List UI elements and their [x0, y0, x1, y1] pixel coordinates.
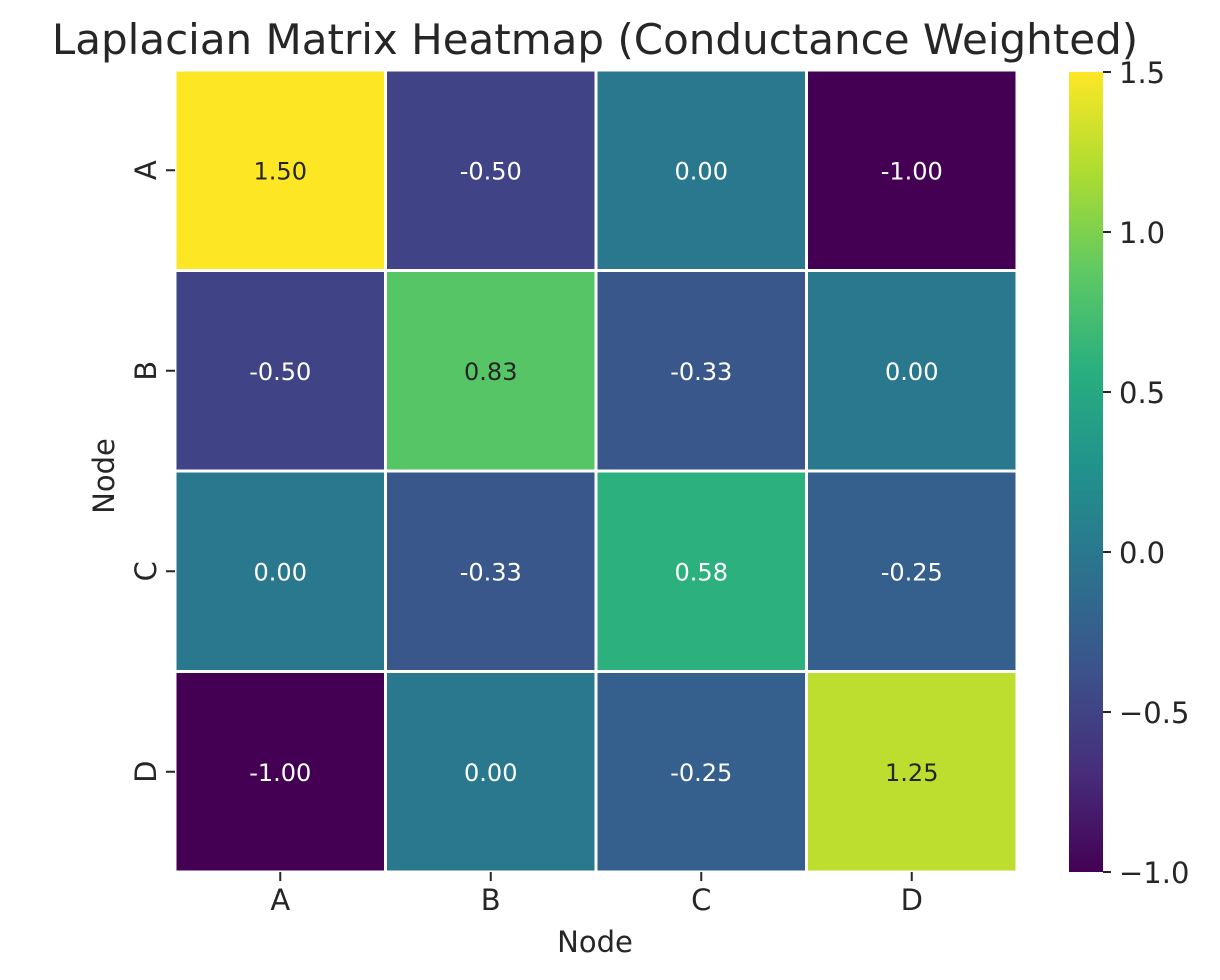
cell-value-CC: 0.58 [675, 558, 728, 586]
heatmap-cell-BB [384, 269, 598, 473]
heatmap-cell-AC [594, 68, 808, 272]
y-tick-label-B: B [129, 361, 163, 381]
cell-value-BA: -0.50 [249, 358, 311, 386]
colorbar-tick-label: −1.0 [1119, 856, 1189, 890]
cell-value-CD: -0.25 [881, 558, 943, 586]
cell-value-AA: 1.50 [254, 157, 307, 185]
y-axis-ticks: A B C D [129, 160, 175, 783]
cell-value-BC: -0.33 [670, 358, 732, 386]
chart-title: Laplacian Matrix Heatmap (Conductance We… [52, 15, 1138, 64]
cell-value-DD: 1.25 [885, 759, 938, 787]
heatmap-cell-DD [805, 670, 1019, 874]
x-tick-label-C: C [691, 883, 711, 917]
heatmap-cell-AA [173, 68, 387, 272]
heatmap-cell-AB [384, 68, 598, 272]
y-axis-label: Node [87, 438, 121, 514]
cell-value-DB: 0.00 [464, 759, 517, 787]
cell-value-CB: -0.33 [460, 558, 522, 586]
cell-value-DC: -0.25 [670, 759, 732, 787]
colorbar-tick-label: 0.0 [1119, 536, 1165, 570]
heatmap-cells [173, 68, 1019, 874]
heatmap-cell-BD [805, 269, 1019, 473]
heatmap-cell-CB [384, 469, 598, 673]
colorbar-tick-label: −0.5 [1119, 696, 1189, 730]
heatmap-cell-DB [384, 670, 598, 874]
cell-value-AC: 0.00 [675, 157, 728, 185]
colorbar [1069, 72, 1103, 872]
cell-value-CA: 0.00 [254, 558, 307, 586]
cell-value-AB: -0.50 [460, 157, 522, 185]
x-tick-label-B: B [481, 883, 501, 917]
y-tick-label-A: A [129, 160, 163, 180]
x-tick-label-D: D [901, 883, 923, 917]
colorbar-tick-label: 1.0 [1119, 216, 1165, 250]
colorbar-tick-label: 0.5 [1119, 376, 1165, 410]
x-axis-ticks: A B C D [270, 872, 923, 917]
x-axis-label: Node [557, 925, 633, 959]
cell-annotations: 1.50 -0.50 0.00 -1.00 -0.50 0.83 -0.33 0.00 0.00… [249, 157, 943, 787]
y-tick-label-D: D [129, 761, 163, 783]
cell-value-BB: 0.83 [464, 358, 517, 386]
cell-value-DA: -1.00 [249, 759, 311, 787]
y-tick-label-C: C [129, 561, 163, 581]
heatmap-cell-CD [805, 469, 1019, 673]
colorbar-ticks: 1.5 1.0 0.5 0.0 −0.5 −1.0 [1103, 56, 1189, 890]
colorbar-tick-label: 1.5 [1119, 56, 1165, 90]
cell-value-AD: -1.00 [881, 157, 943, 185]
x-tick-label-A: A [270, 883, 290, 917]
heatmap-cell-AD [805, 68, 1019, 272]
cell-value-BD: 0.00 [885, 358, 938, 386]
